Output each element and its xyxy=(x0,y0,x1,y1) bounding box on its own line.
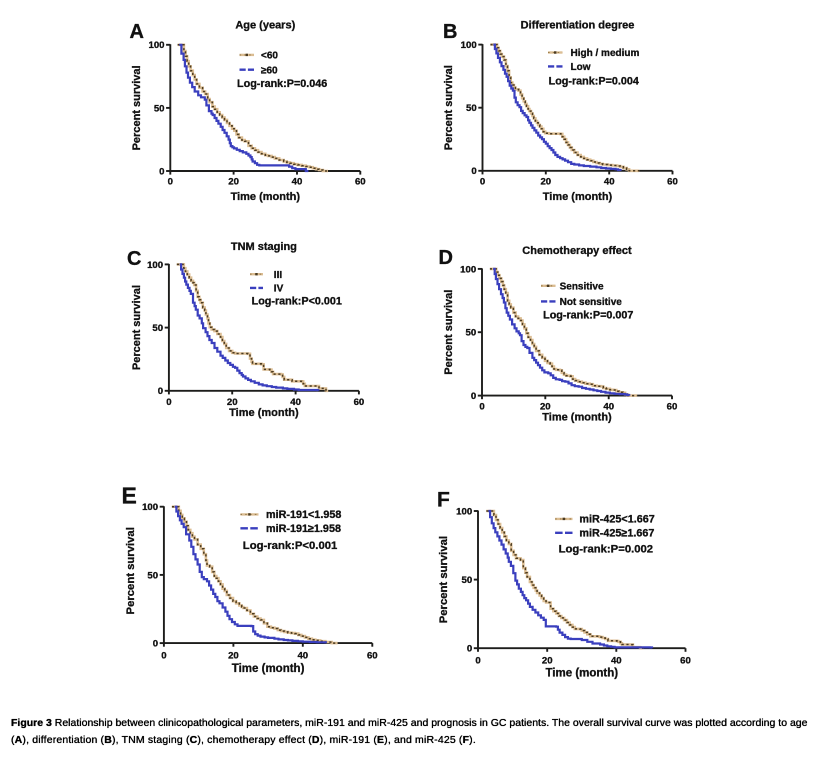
svg-text:0: 0 xyxy=(479,402,484,413)
svg-text:40: 40 xyxy=(297,651,308,662)
svg-text:Low: Low xyxy=(571,62,591,73)
svg-text:E: E xyxy=(122,483,137,509)
svg-text:50: 50 xyxy=(154,103,165,114)
svg-text:Log-rank:P=0.007: Log-rank:P=0.007 xyxy=(543,309,633,321)
svg-text:Log-rank:P<0.001: Log-rank:P<0.001 xyxy=(243,540,337,552)
svg-text:Percent survival: Percent survival xyxy=(131,65,143,150)
svg-text:B: B xyxy=(443,21,457,43)
svg-text:Time (month): Time (month) xyxy=(231,191,301,203)
svg-text:20: 20 xyxy=(228,177,239,188)
svg-text:Percent survival: Percent survival xyxy=(438,536,450,623)
svg-text:0: 0 xyxy=(168,177,173,188)
svg-text:0: 0 xyxy=(467,644,472,655)
svg-text:60: 60 xyxy=(367,651,378,662)
svg-text:Time (month): Time (month) xyxy=(545,668,618,680)
svg-text:60: 60 xyxy=(667,402,678,413)
svg-text:miR-425<1.667: miR-425<1.667 xyxy=(579,514,654,526)
svg-text:60: 60 xyxy=(354,397,365,408)
svg-text:<60: <60 xyxy=(261,51,278,62)
svg-text:0: 0 xyxy=(471,391,476,402)
svg-text:100: 100 xyxy=(460,264,476,275)
svg-text:0: 0 xyxy=(153,639,158,650)
svg-text:40: 40 xyxy=(611,656,622,667)
svg-text:100: 100 xyxy=(142,502,158,513)
svg-text:0: 0 xyxy=(471,166,476,177)
svg-text:40: 40 xyxy=(292,177,303,188)
svg-text:Percent survival: Percent survival xyxy=(443,290,455,375)
svg-text:III: III xyxy=(274,270,283,281)
svg-text:60: 60 xyxy=(667,177,678,188)
svg-text:Percent survival: Percent survival xyxy=(443,65,455,150)
svg-text:0: 0 xyxy=(166,397,171,408)
svg-text:Percent survival: Percent survival xyxy=(131,285,143,370)
svg-text:20: 20 xyxy=(227,397,238,408)
svg-text:0: 0 xyxy=(158,386,163,397)
svg-text:0: 0 xyxy=(161,651,166,662)
svg-text:20: 20 xyxy=(228,651,239,662)
svg-text:miR-191<1.958: miR-191<1.958 xyxy=(266,509,341,521)
svg-text:60: 60 xyxy=(680,656,691,667)
svg-text:40: 40 xyxy=(604,177,615,188)
svg-text:0: 0 xyxy=(480,177,485,188)
svg-text:TNM staging: TNM staging xyxy=(231,241,297,253)
svg-text:40: 40 xyxy=(603,402,614,413)
svg-text:50: 50 xyxy=(466,103,477,114)
svg-text:miR-425≥1.667: miR-425≥1.667 xyxy=(579,527,654,539)
svg-text:Percent survival: Percent survival xyxy=(125,527,137,614)
svg-text:100: 100 xyxy=(461,40,477,51)
svg-text:50: 50 xyxy=(152,323,163,334)
svg-text:100: 100 xyxy=(148,40,164,51)
svg-text:miR-191≥1.958: miR-191≥1.958 xyxy=(266,523,341,535)
svg-text:F: F xyxy=(437,489,450,512)
svg-text:Time (month): Time (month) xyxy=(542,412,612,424)
svg-text:100: 100 xyxy=(456,506,472,517)
svg-text:D: D xyxy=(439,247,453,269)
svg-text:A: A xyxy=(130,21,144,43)
svg-text:Log-rank:P=0.046: Log-rank:P=0.046 xyxy=(237,78,327,90)
svg-text:100: 100 xyxy=(147,260,163,271)
svg-text:Not sensitive: Not sensitive xyxy=(560,297,623,308)
svg-text:Sensitive: Sensitive xyxy=(560,281,604,292)
svg-text:Log-rank:P=0.004: Log-rank:P=0.004 xyxy=(549,75,639,87)
svg-text:0: 0 xyxy=(159,166,164,177)
svg-text:50: 50 xyxy=(462,575,473,586)
svg-text:Time (month): Time (month) xyxy=(229,407,299,419)
svg-text:20: 20 xyxy=(540,402,551,413)
svg-text:20: 20 xyxy=(542,656,553,667)
svg-text:60: 60 xyxy=(355,177,366,188)
svg-text:50: 50 xyxy=(147,570,158,581)
svg-text:C: C xyxy=(127,248,141,270)
svg-text:50: 50 xyxy=(466,328,477,339)
svg-text:20: 20 xyxy=(540,177,551,188)
svg-text:Chemotherapy effect: Chemotherapy effect xyxy=(522,245,632,257)
svg-text:Age (years): Age (years) xyxy=(235,19,295,31)
svg-text:Log-rank:P=0.002: Log-rank:P=0.002 xyxy=(559,544,654,556)
svg-text:Time (month): Time (month) xyxy=(543,191,613,203)
svg-text:Time (month): Time (month) xyxy=(232,663,305,675)
svg-text:40: 40 xyxy=(290,397,301,408)
svg-text:Log-rank:P<0.001: Log-rank:P<0.001 xyxy=(252,296,342,308)
svg-text:Differentiation degree: Differentiation degree xyxy=(521,19,635,31)
svg-text:High / medium: High / medium xyxy=(571,48,640,59)
svg-text:0: 0 xyxy=(475,656,480,667)
svg-text:IV: IV xyxy=(274,284,284,295)
svg-text:≥60: ≥60 xyxy=(261,65,278,76)
